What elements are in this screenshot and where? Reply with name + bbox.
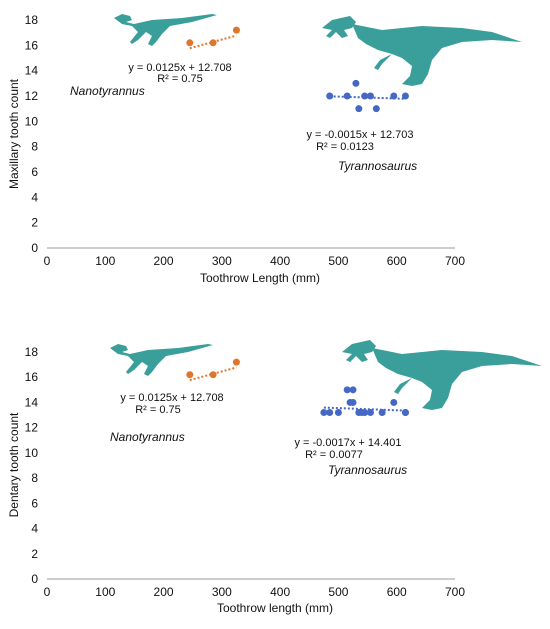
nanotyrannus-series-label: Nanotyrannus (110, 430, 185, 444)
y-tick-label: 16 (25, 38, 39, 52)
dentary-chart: 0 2 4 6 8 10 12 14 16 18 0 100 200 300 400 500 600 700 D… (7, 340, 542, 615)
nanotyrannus-equation-label: y = 0.0125x + 12.708 (120, 392, 223, 404)
y-tick-label: 0 (31, 241, 38, 255)
x-tick-label: 400 (270, 585, 290, 599)
x-tick-label: 500 (328, 585, 348, 599)
x-tick-label: 600 (387, 254, 407, 268)
y-tick-label: 12 (25, 421, 39, 435)
x-tick-label: 0 (44, 254, 51, 268)
data-points (186, 26, 409, 113)
y-tick-label: 12 (25, 89, 39, 103)
data-point-nanotyrannus (186, 371, 194, 379)
x-tick-label: 700 (445, 254, 465, 268)
tyrannosaurus-equation-label: y = -0.0015x + 12.703 (306, 129, 413, 141)
x-axis-label: Toothrow Length (mm) (200, 271, 320, 285)
nanotyrannus-r2-label: R² = 0.75 (157, 73, 203, 85)
data-point-tyrannosaurus (366, 92, 374, 100)
x-tick-labels: 0 100 200 300 400 500 600 700 (44, 585, 466, 599)
trendlines (189, 366, 406, 412)
tyrannosaurus-equation-label: y = -0.0017x + 14.401 (294, 437, 401, 449)
data-point-nanotyrannus (209, 371, 217, 379)
y-tick-label: 10 (25, 114, 39, 128)
nanotyrannus-equation-label: y = 0.0125x + 12.708 (128, 62, 231, 74)
x-tick-label: 200 (154, 585, 174, 599)
data-point-tyrannosaurus (326, 409, 334, 417)
x-tick-label: 100 (95, 585, 115, 599)
nanotyrannus-r2-label: R² = 0.75 (135, 404, 181, 416)
nanotyrannus-silhouette-icon (114, 14, 217, 46)
data-point-tyrannosaurus (390, 92, 398, 100)
y-tick-label: 4 (31, 522, 38, 536)
y-tick-label: 0 (31, 572, 38, 586)
y-tick-label: 8 (31, 471, 38, 485)
x-tick-label: 400 (270, 254, 290, 268)
data-point-tyrannosaurus (352, 79, 360, 87)
x-tick-label: 0 (44, 585, 51, 599)
x-axis-label: Toothrow length (mm) (217, 601, 333, 615)
y-tick-label: 18 (25, 13, 39, 27)
nanotyrannus-silhouette-icon (110, 344, 213, 376)
x-tick-label: 200 (154, 254, 174, 268)
data-point-tyrannosaurus (326, 92, 334, 100)
tyrannosaurus-r2-label: R² = 0.0077 (305, 449, 363, 461)
data-point-tyrannosaurus (349, 386, 357, 394)
y-tick-label: 8 (31, 140, 38, 154)
data-point-tyrannosaurus (401, 409, 409, 417)
data-point-tyrannosaurus (401, 92, 409, 100)
data-point-tyrannosaurus (334, 409, 342, 417)
data-point-tyrannosaurus (390, 398, 398, 406)
data-point-tyrannosaurus (320, 409, 328, 417)
data-point-tyrannosaurus (361, 409, 369, 417)
data-point-tyrannosaurus (355, 105, 363, 113)
y-tick-label: 2 (31, 216, 38, 230)
tyrannosaurus-r2-label: R² = 0.0123 (316, 141, 374, 153)
y-tick-labels: 0 2 4 6 8 10 12 14 16 18 (25, 345, 39, 586)
y-tick-label: 14 (25, 64, 39, 78)
x-tick-label: 100 (95, 254, 115, 268)
tyrannosaurus-silhouette-icon (342, 340, 542, 410)
data-point-tyrannosaurus (343, 92, 351, 100)
y-tick-label: 2 (31, 547, 38, 561)
y-axis-label: Maxillary tooth count (7, 78, 21, 189)
y-tick-labels: 0 2 4 6 8 10 12 14 16 18 (25, 13, 39, 255)
data-points (186, 358, 409, 417)
y-tick-label: 4 (31, 190, 38, 204)
y-tick-label: 10 (25, 446, 39, 460)
y-tick-label: 18 (25, 345, 39, 359)
nanotyrannus-series-label: Nanotyrannus (70, 84, 145, 98)
x-tick-label: 600 (387, 585, 407, 599)
data-point-nanotyrannus (232, 26, 240, 34)
data-point-tyrannosaurus (372, 105, 380, 113)
y-axis-label: Dentary tooth count (7, 412, 21, 517)
data-point-tyrannosaurus (366, 409, 374, 417)
tyrannosaurus-silhouette-icon (322, 16, 522, 86)
data-point-tyrannosaurus (378, 409, 386, 417)
x-tick-label: 300 (212, 585, 232, 599)
y-tick-label: 16 (25, 370, 39, 384)
y-tick-label: 6 (31, 496, 38, 510)
data-point-nanotyrannus (186, 39, 194, 47)
data-point-tyrannosaurus (349, 398, 357, 406)
maxillary-chart: 0 2 4 6 8 10 12 14 16 18 0 100 200 300 400 500 600 700 M… (7, 13, 522, 285)
data-point-nanotyrannus (209, 39, 217, 47)
tyrannosaurus-series-label: Tyrannosaurus (328, 463, 407, 477)
data-point-tyrannosaurus (343, 386, 351, 394)
data-point-nanotyrannus (232, 358, 240, 366)
x-tick-labels: 0 100 200 300 400 500 600 700 (44, 254, 466, 268)
tyrannosaurus-series-label: Tyrannosaurus (338, 159, 417, 173)
x-tick-label: 700 (445, 585, 465, 599)
x-tick-label: 500 (328, 254, 348, 268)
data-point-tyrannosaurus (361, 92, 369, 100)
x-tick-label: 300 (212, 254, 232, 268)
y-tick-label: 6 (31, 165, 38, 179)
y-tick-label: 14 (25, 395, 39, 409)
